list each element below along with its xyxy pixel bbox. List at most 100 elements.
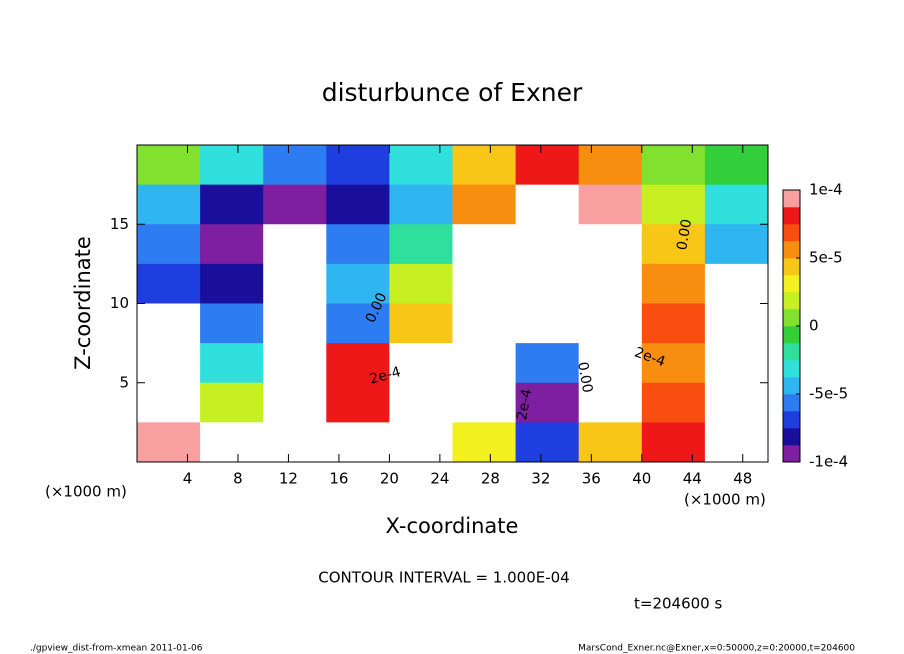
cell	[578, 382, 643, 423]
x-tick-label: 16	[329, 470, 348, 488]
cell	[452, 382, 517, 423]
chart-title: disturbunce of Exner	[322, 78, 583, 107]
contour-label: 0.00	[674, 218, 695, 251]
cell	[200, 343, 264, 384]
colorbar-band	[783, 360, 800, 378]
cell	[137, 184, 201, 225]
cell	[389, 343, 453, 384]
cell	[326, 382, 390, 423]
time-label: t=204600 s	[634, 595, 722, 613]
cell	[326, 343, 390, 384]
cell	[452, 224, 517, 265]
cell	[200, 422, 264, 463]
cell	[263, 263, 327, 304]
cell	[452, 145, 517, 186]
cell	[200, 145, 264, 186]
cell	[704, 422, 769, 463]
colorbar-band	[783, 190, 800, 208]
cell	[578, 422, 643, 463]
cell	[515, 382, 580, 423]
colorbar-band	[783, 428, 800, 446]
colorbar-tick-label: -5e-5	[809, 385, 848, 403]
cell	[263, 422, 327, 463]
colorbar-tick-label: 0	[809, 317, 819, 335]
cell	[515, 184, 580, 225]
colorbar-tick-label: 1e-4	[809, 181, 843, 199]
cell	[641, 224, 706, 265]
contour-interval: CONTOUR INTERVAL = 1.000E-04	[318, 569, 569, 587]
cell	[263, 382, 327, 423]
cell	[704, 303, 769, 344]
cell	[704, 382, 769, 423]
y-tick-label: 10	[110, 294, 129, 312]
x-tick-label: 24	[430, 470, 449, 488]
cell	[137, 382, 201, 423]
x-unit: (×1000 m)	[684, 491, 766, 509]
x-tick-label: 36	[582, 470, 601, 488]
x-tick-label: 32	[531, 470, 550, 488]
cell	[578, 184, 643, 225]
cell	[515, 422, 580, 463]
cell	[137, 303, 201, 344]
cell	[389, 263, 453, 304]
cell	[326, 145, 390, 186]
cell	[389, 184, 453, 225]
cell	[704, 145, 769, 186]
cell	[200, 303, 264, 344]
contour-label: 2e-4	[514, 388, 535, 422]
colorbar-band	[783, 224, 800, 242]
colorbar-band	[783, 258, 800, 276]
cell	[515, 343, 580, 384]
colorbar-band	[783, 326, 800, 344]
x-tick-label: 12	[279, 470, 298, 488]
cell	[641, 263, 706, 304]
cell	[389, 145, 453, 186]
cell	[452, 422, 517, 463]
cell	[263, 224, 327, 265]
cell	[326, 184, 390, 225]
cell	[200, 382, 264, 423]
cell	[263, 184, 327, 225]
cell	[641, 303, 706, 344]
cell	[389, 382, 453, 423]
cell	[200, 263, 264, 304]
cell	[389, 303, 453, 344]
colorbar-band	[783, 207, 800, 225]
x-tick-label: 44	[683, 470, 702, 488]
cell	[704, 343, 769, 384]
field	[137, 145, 769, 463]
cell	[137, 422, 201, 463]
cell	[137, 145, 201, 186]
footer-left: ./gpview_dist-from-xmean 2011-01-06	[30, 644, 203, 654]
x-tick-label: 28	[481, 470, 500, 488]
cell	[200, 184, 264, 225]
colorbar-band	[783, 343, 800, 361]
x-tick-label: 40	[632, 470, 651, 488]
cell	[452, 303, 517, 344]
cell	[578, 343, 643, 384]
colorbar-band	[783, 377, 800, 395]
cell	[263, 303, 327, 344]
x-tick-label: 4	[183, 470, 193, 488]
y-axis-label: Z-coordinate	[71, 236, 95, 370]
y-tick-label: 15	[110, 215, 129, 233]
cell	[641, 382, 706, 423]
cell	[641, 343, 706, 384]
y-unit: (×1000 m)	[45, 483, 127, 501]
footer-right: MarsCond_Exner.nc@Exner,x=0:50000,z=0:20…	[578, 644, 855, 654]
cell	[515, 224, 580, 265]
cell	[263, 145, 327, 186]
cell	[641, 184, 706, 225]
contour-label: 0.00	[574, 361, 595, 394]
cell	[515, 303, 580, 344]
cell	[578, 263, 643, 304]
cell	[641, 145, 706, 186]
cell	[389, 422, 453, 463]
colorbar-band	[783, 292, 800, 310]
cell	[326, 263, 390, 304]
cell	[704, 184, 769, 225]
x-axis-label: X-coordinate	[386, 514, 519, 538]
cell	[704, 263, 769, 304]
cell	[137, 343, 201, 384]
cell	[452, 184, 517, 225]
